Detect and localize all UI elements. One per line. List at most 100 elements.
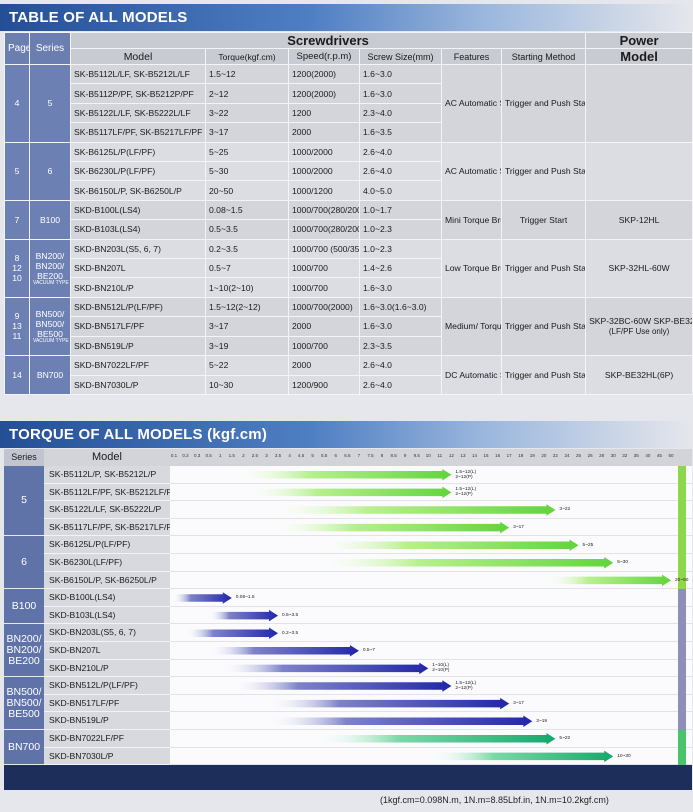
x-tick-label: 13 [460, 453, 466, 458]
page-cell: 8 12 10 [4, 238, 30, 298]
x-tick-label: 5 [311, 453, 314, 458]
torque-cell: 1.5~12 [205, 63, 289, 85]
torque-series-name: BN200/ BN200/ BE200 [6, 632, 42, 667]
header-starting-method: Starting Method [500, 48, 587, 65]
torque-model-label: SKD-B103L(LS4) [44, 606, 170, 625]
torque-model-label: SKD-BN517LF/PF [44, 694, 170, 713]
features-cell: Medium/ Torque Screwdrivers with Counter [441, 296, 502, 357]
torque-cell: 10~30 [205, 374, 289, 395]
screw-size-cell: 1.6~3.0 [359, 63, 442, 85]
torque-model-label: SKD-B100L(LS4) [44, 589, 170, 607]
page-cell: 4 [4, 64, 30, 143]
table-row: SKD-B103L(LS4) 0.5~3.5 1000/700(280/200) 1.… [5, 219, 693, 240]
torque-model-label: SKD-BN7030L/P [44, 747, 170, 766]
torque-series-cell: BN700 [4, 730, 44, 766]
x-tick-label: 4.5 [297, 453, 305, 458]
x-tick-label: 20 [541, 453, 547, 458]
speed-cell: 1000/700 [288, 277, 360, 298]
x-tick-label: 8 [380, 453, 384, 458]
series-cell: 5 [29, 64, 71, 143]
torque-cell: 0.5~3.5 [205, 219, 289, 240]
x-tick-label: 2.5 [251, 453, 259, 458]
series-color-strip [678, 589, 686, 625]
torque-row-track [170, 554, 692, 572]
series-color-strip [678, 730, 686, 766]
torque-range-label: 5~22 [559, 736, 571, 742]
torque-row-track [170, 624, 692, 642]
table-row: 9 13 11 BN500/ BN500/ BE500 VACUUM TYPE SKD… [4, 296, 693, 357]
torque-range-label: 3~17 [513, 525, 524, 530]
series-cell: BN700 [29, 355, 71, 395]
screw-size-cell: 1.6~3.0 [359, 277, 442, 298]
series-name: BN200/ BN200/ BE200 [35, 250, 65, 281]
conversion-footnote: (1kgf.cm=0.098N.m, 1N.m=8.85Lbf.in, 1N.m… [380, 795, 609, 805]
torque-model-label: SKD-BN207L [44, 642, 170, 660]
features-cell: AC Automatic Screwdrivers [441, 64, 502, 143]
series-note: VACUUM TYPE [33, 279, 69, 286]
x-tick-label: 0.1 [170, 453, 178, 458]
x-tick-label: 19 [529, 453, 535, 458]
torque-scale: 0.1 0.2 0.3 0.5 1 1.5 2 2.5 3 3.5 4 4.5 5 5.5 6 6.5 7 7.5… [170, 449, 692, 466]
torque-cell: 20~50 [205, 180, 289, 201]
torque-cell: 0.2~3.5 [205, 238, 289, 260]
screw-size-cell: 2.6~4.0 [359, 355, 442, 376]
screw-size-cell: 2.6~4.0 [359, 141, 442, 163]
torque-row-track [170, 536, 692, 554]
torque-chart: Series Model 0.1 0.2 0.3 0.5 1 1.5 2 2.5 3 3.5 4 4.… [4, 449, 692, 790]
torque-header-series: Series [4, 449, 44, 466]
power-model: SKP-BE32HL(6P) [604, 370, 674, 381]
torque-row-track [170, 694, 692, 713]
screw-size-cell: 1.0~1.7 [359, 199, 442, 221]
x-tick-label: 1.5 [228, 453, 235, 458]
torque-row: SKD-BN519L/P [44, 712, 692, 730]
torque-range-label: 0.2~3.5 [282, 630, 299, 636]
table-row: 7 B100 SKD-B100L(LS4) 0.08~1.5 1000/700(280/… [4, 199, 693, 240]
table-row: 5 6 SK-B6125L/P(LF/PF) 5~25 1000/2000 2.6~4.0… [4, 141, 693, 201]
screw-size-cell: 1.6~3.5 [359, 122, 442, 143]
model-cell: SK-B5117LF/PF, SK-B5217LF/PF [70, 122, 206, 143]
torque-row-track [170, 730, 692, 748]
torque-cell: 3~17 [205, 316, 289, 337]
torque-model-label: SKD-BN512L/P(LF/PF) [44, 677, 170, 695]
page-number: 4 [14, 98, 20, 109]
torque-cell: 2~12 [205, 83, 289, 104]
power-model-cell: SKP-32HL-60W [585, 238, 693, 298]
series-cell: BN200/ BN200/ BE200 VACUUM TYPE [29, 238, 71, 298]
model-cell: SKD-BN207L [70, 258, 206, 279]
torque-row-track [170, 571, 692, 590]
x-tick-label: 6 [334, 453, 338, 458]
speed-cell: 1200 [288, 102, 360, 124]
page-cell: 7 [4, 199, 30, 240]
screw-size-cell: 1.6~3.0(1.6~3.0) [359, 296, 442, 318]
power-model: SKP-32BC-60W SKP-BE32HL(6P) [589, 315, 692, 326]
torque-range-label: 1~10(L) 2~10(P) [432, 663, 450, 674]
series-color-strip [678, 466, 686, 537]
torque-range-label: 3~19 [536, 718, 548, 724]
series-name: BN500/ BN500/ BE500 [35, 308, 65, 339]
x-tick-label: 2 [242, 453, 245, 458]
torque-header-model: Model [44, 449, 170, 466]
x-tick-label: 10 [425, 453, 431, 458]
x-tick-label: 7 [357, 453, 361, 458]
x-tick-label: 26 [587, 453, 593, 458]
features-cell: DC Automatic Screwdrivers [441, 355, 502, 395]
screw-size-cell: 1.0~2.3 [359, 238, 442, 260]
header-power: Power [585, 32, 693, 49]
model-cell: SK-B6125L/P(LF/PF) [70, 141, 206, 163]
series-cell: 6 [29, 141, 71, 201]
series-color-strip [678, 624, 686, 678]
torque-series-cell: 5 [4, 466, 44, 537]
series-color-strip [678, 677, 686, 730]
x-tick-label: 45 [656, 453, 662, 458]
torque-range-label: 0.5~7 [362, 648, 376, 654]
header-page: Page [4, 32, 30, 65]
torque-model-label: SK-B5112L/P, SK-B5212L/P [44, 466, 170, 484]
x-tick-label: 0.2 [182, 453, 189, 458]
torque-model-label: SK-B5112LF/PF, SK-B5212LF/PF [44, 483, 170, 502]
header-screw-size: Screw Size(mm) [359, 48, 442, 65]
table-row: 14 BN700 SKD-BN7022LF/PF 5~22 2000 2.6~4.0 DC … [4, 355, 693, 395]
torque-row-track [170, 483, 692, 502]
model-cell: SKD-B100L(LS4) [70, 199, 206, 221]
page-cell: 9 13 11 [4, 296, 30, 357]
torque-row: SKD-BN7022LF/PF [44, 730, 692, 748]
